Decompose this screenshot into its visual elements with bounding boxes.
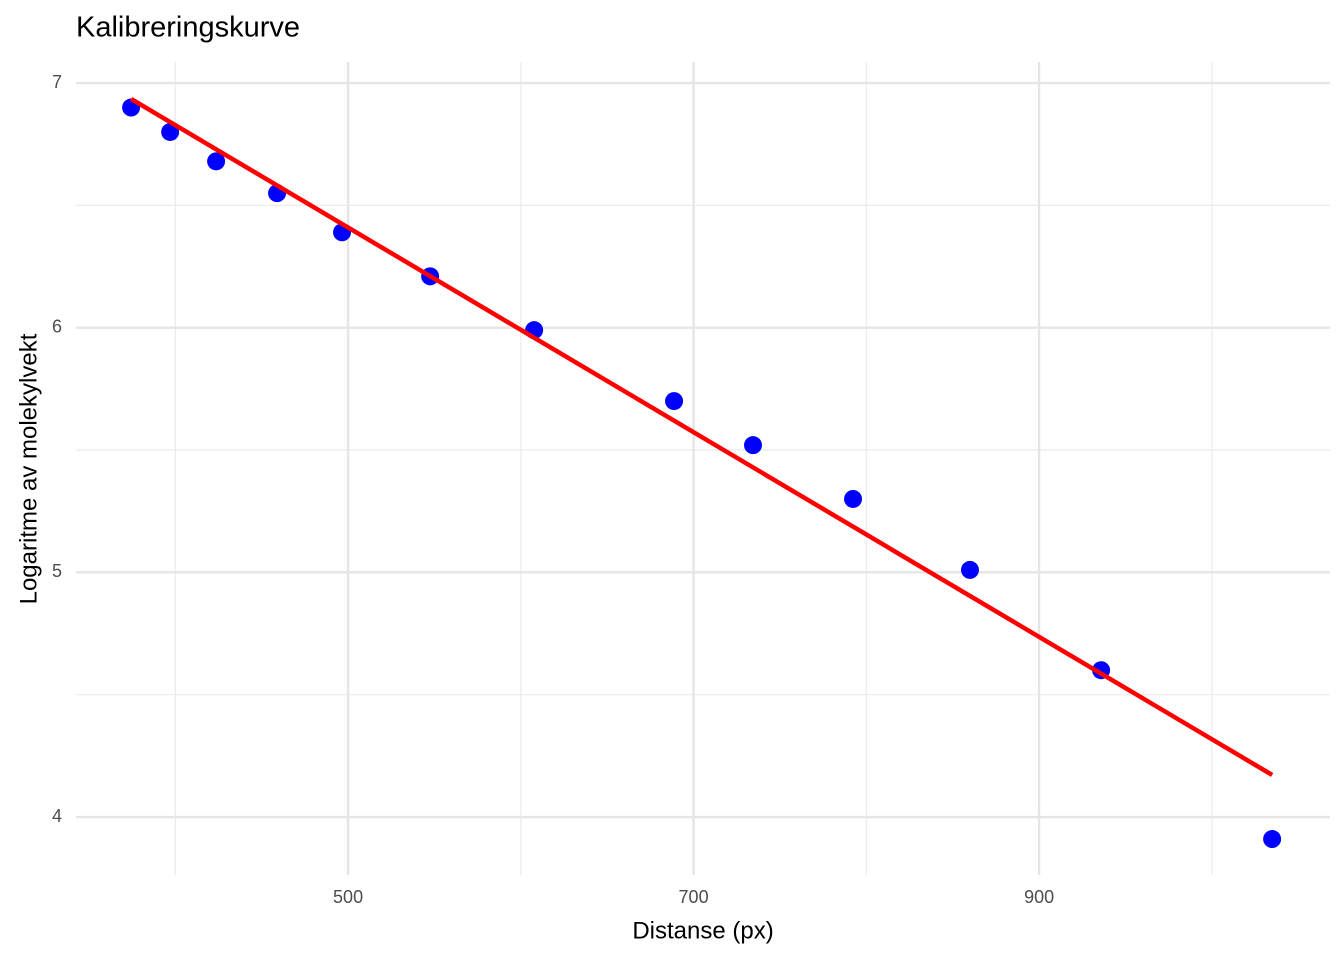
chart-title: Kalibreringskurve — [76, 12, 300, 44]
x-tick-label: 700 — [679, 887, 709, 907]
point — [960, 560, 979, 579]
x-axis-title: Distanse (px) — [632, 917, 773, 944]
y-tick-label: 7 — [52, 72, 62, 92]
y-tick-label: 5 — [52, 561, 62, 581]
y-axis-title: Logaritme av molekylvekt — [15, 333, 42, 604]
x-tick-label: 900 — [1024, 887, 1054, 907]
y-tick-label: 4 — [52, 806, 62, 826]
trend-line — [129, 97, 1274, 777]
point — [161, 122, 180, 141]
point — [207, 152, 226, 171]
y-tick-label: 6 — [52, 316, 62, 336]
point — [744, 436, 763, 455]
x-tick-label: 500 — [333, 887, 363, 907]
point — [844, 489, 863, 508]
point — [1263, 830, 1282, 849]
point — [665, 392, 684, 411]
